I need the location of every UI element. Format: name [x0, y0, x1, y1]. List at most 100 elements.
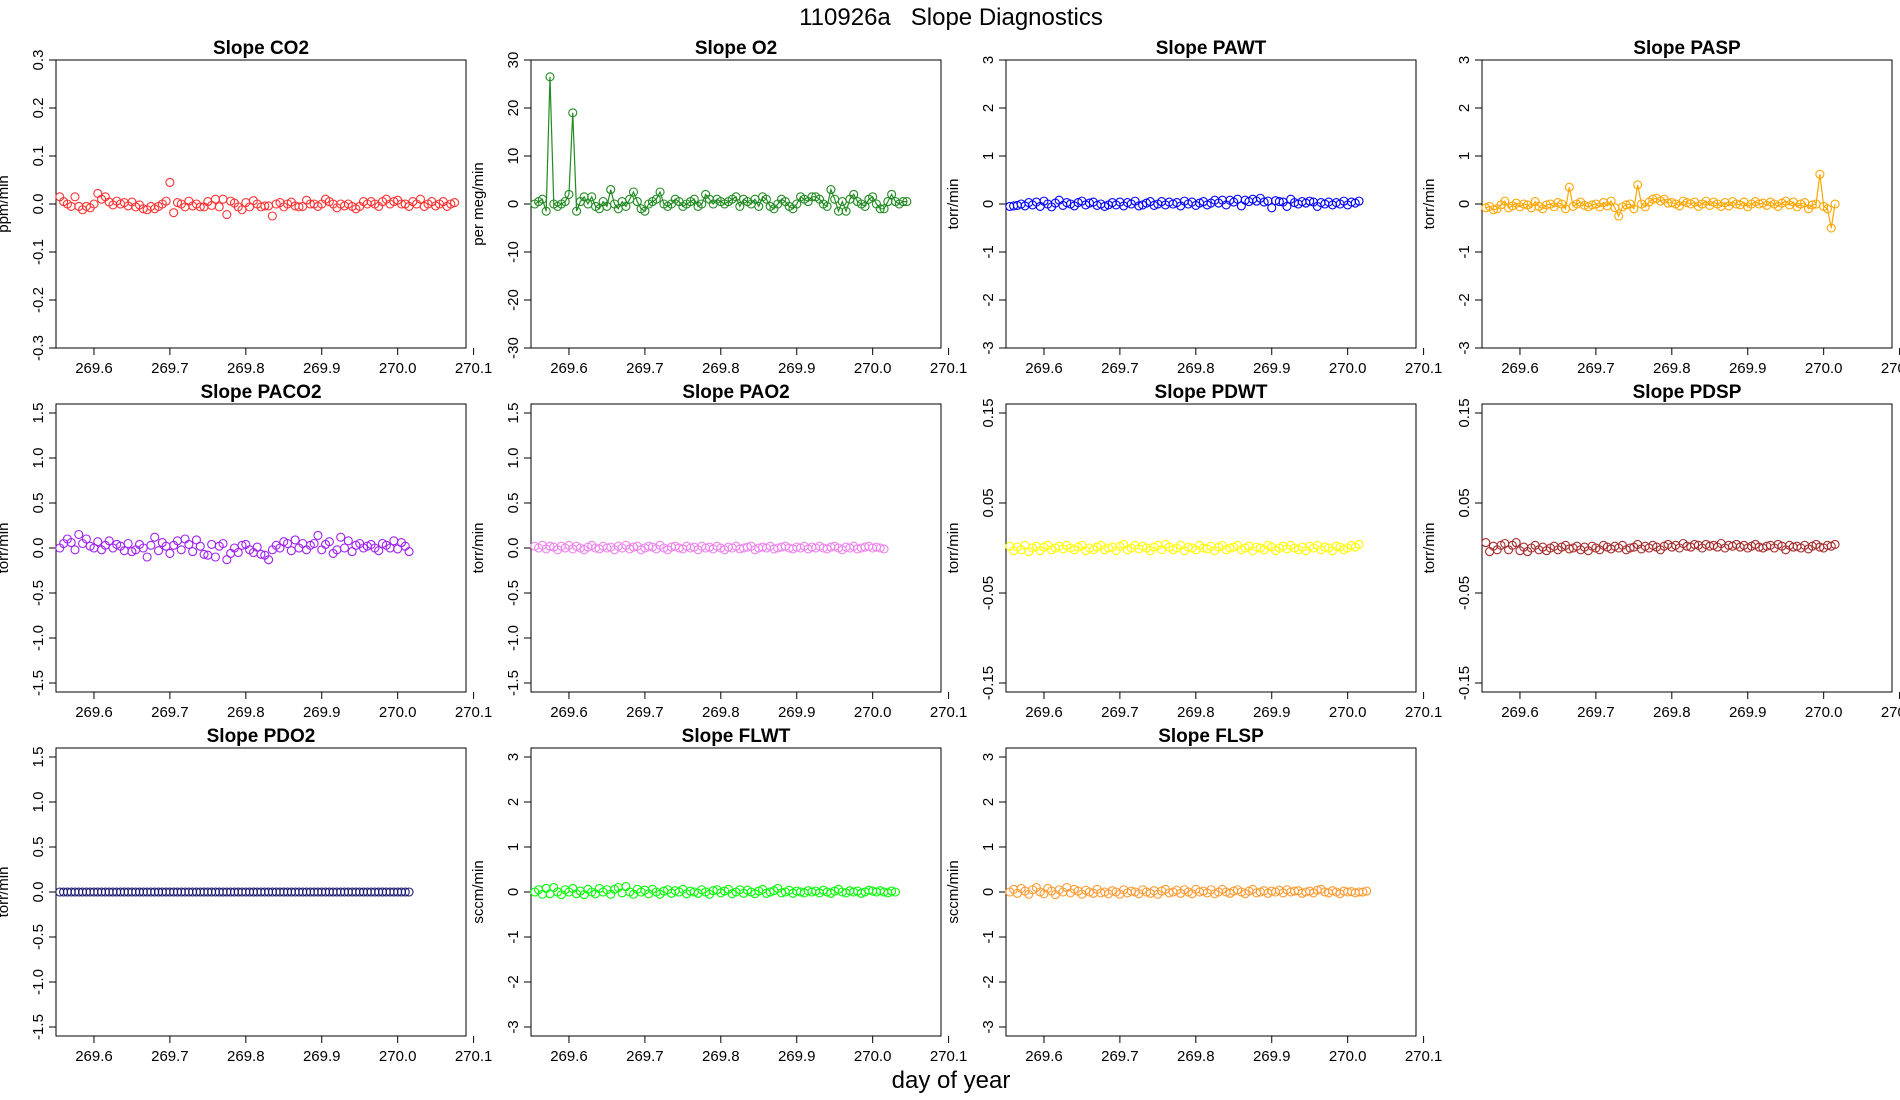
x-tick-label: 270.1 — [930, 1048, 968, 1065]
data-point — [1327, 886, 1338, 896]
y-axis-label: torr/min — [945, 523, 962, 574]
x-tick-label: 270.0 — [1329, 704, 1367, 721]
data-point — [324, 537, 334, 547]
y-tick-label: 0 — [1456, 200, 1473, 208]
y-tick-label: -3 — [980, 1020, 997, 1033]
data-point — [1274, 197, 1284, 207]
data-point — [1796, 199, 1806, 209]
y-tick-label: -0.5 — [30, 924, 47, 950]
x-tick-label: 269.8 — [227, 360, 265, 377]
data-point — [70, 192, 80, 202]
figure-title: 110926a Slope Diagnostics — [799, 4, 1103, 31]
y-axis-label: sccm/min — [470, 860, 487, 923]
y-tick-label: -1.5 — [30, 670, 47, 696]
data-point — [188, 547, 198, 557]
data-point — [856, 888, 866, 898]
data-point — [169, 208, 179, 218]
data-point — [1320, 542, 1330, 552]
data-point — [689, 194, 699, 204]
y-tick-label: 10 — [505, 148, 522, 165]
y-tick-label: -1.0 — [30, 625, 47, 651]
y-tick-label: 0.2 — [30, 98, 47, 119]
data-point — [146, 540, 156, 550]
data-point — [587, 192, 597, 202]
y-axis-label: per meg/min — [470, 162, 487, 245]
data-point — [875, 543, 885, 553]
y-tick-label: 0.0 — [30, 538, 47, 559]
x-tick-label: 270.0 — [1805, 360, 1843, 377]
panel-7: Slope PDWT torr/min -0.15 -0.05 0.05 0.15 269.… — [945, 382, 1442, 721]
data-point — [165, 177, 175, 187]
y-tick-label: 0.0 — [30, 194, 47, 215]
y-tick-label: 1.0 — [30, 792, 47, 813]
x-tick-label: 269.7 — [151, 704, 189, 721]
x-tick-label: 269.6 — [550, 360, 588, 377]
data-point — [879, 544, 889, 554]
data-point — [207, 539, 217, 549]
data-point — [1358, 887, 1368, 897]
y-tick-label: -1 — [980, 930, 997, 943]
x-tick-label: 269.7 — [1101, 704, 1139, 721]
data-point — [621, 201, 631, 211]
data-point — [267, 211, 277, 221]
x-tick-label: 269.6 — [75, 704, 113, 721]
y-tick-label: 1 — [980, 843, 997, 851]
y-tick-label: -3 — [980, 341, 997, 354]
data-point — [1481, 538, 1491, 548]
data-point — [180, 534, 190, 544]
panel-title: Slope PAWT — [1156, 38, 1267, 59]
panel-11: Slope FLSP sccm/min -3 -2 -1 0 1 2 3 269.6 269.7 26… — [945, 726, 1442, 1065]
y-tick-label: -3 — [1456, 341, 1473, 354]
y-tick-label: 0.15 — [980, 398, 997, 427]
data-point — [860, 201, 870, 211]
data-point — [1267, 203, 1277, 213]
data-point — [887, 886, 897, 896]
y-tick-label: -1 — [505, 930, 522, 943]
y-tick-label: -2 — [980, 293, 997, 306]
y-tick-label: 20 — [505, 100, 522, 117]
data-point — [564, 189, 574, 199]
data-point — [655, 187, 665, 197]
data-point — [628, 187, 639, 197]
panel-title: Slope FLWT — [682, 726, 791, 747]
y-tick-label: 0 — [505, 200, 522, 208]
data-point — [651, 194, 661, 204]
x-tick-label: 270.0 — [379, 360, 417, 377]
data-point — [66, 538, 76, 548]
x-tick-label: 269.7 — [151, 360, 189, 377]
x-tick-label: 269.9 — [1253, 1048, 1291, 1065]
data-point — [1606, 196, 1616, 206]
panel-title: Slope PACO2 — [200, 382, 321, 403]
y-tick-label: -0.15 — [1456, 666, 1473, 700]
x-tick-label: 270.0 — [854, 1048, 892, 1065]
x-tick-label: 269.6 — [1025, 360, 1063, 377]
y-tick-label: 0.3 — [30, 50, 47, 71]
data-point — [153, 546, 164, 556]
data-point — [271, 199, 281, 209]
data-point — [879, 204, 889, 214]
data-point — [70, 545, 80, 555]
data-point — [1633, 180, 1643, 190]
data-point — [1134, 201, 1144, 211]
data-point — [233, 547, 243, 558]
data-point — [754, 201, 764, 211]
y-tick-label: 1.0 — [505, 448, 522, 469]
x-tick-label: 269.6 — [550, 704, 588, 721]
x-tick-label: 269.9 — [303, 360, 341, 377]
data-point — [1826, 223, 1836, 233]
x-tick-label: 269.8 — [1653, 704, 1691, 721]
data-point — [1807, 200, 1817, 210]
data-point — [541, 206, 551, 216]
data-point — [1830, 539, 1840, 549]
y-axis-label: ppm/min — [0, 175, 12, 233]
data-point — [545, 541, 555, 551]
data-point — [389, 536, 399, 546]
y-tick-label: -2 — [505, 975, 522, 988]
data-point — [841, 206, 851, 216]
data-point — [252, 542, 262, 552]
y-tick-label: -0.05 — [980, 576, 997, 610]
data-point — [210, 552, 220, 562]
data-point — [104, 536, 114, 546]
panel-title: Slope CO2 — [213, 38, 309, 59]
y-tick-label: 1.0 — [30, 448, 47, 469]
